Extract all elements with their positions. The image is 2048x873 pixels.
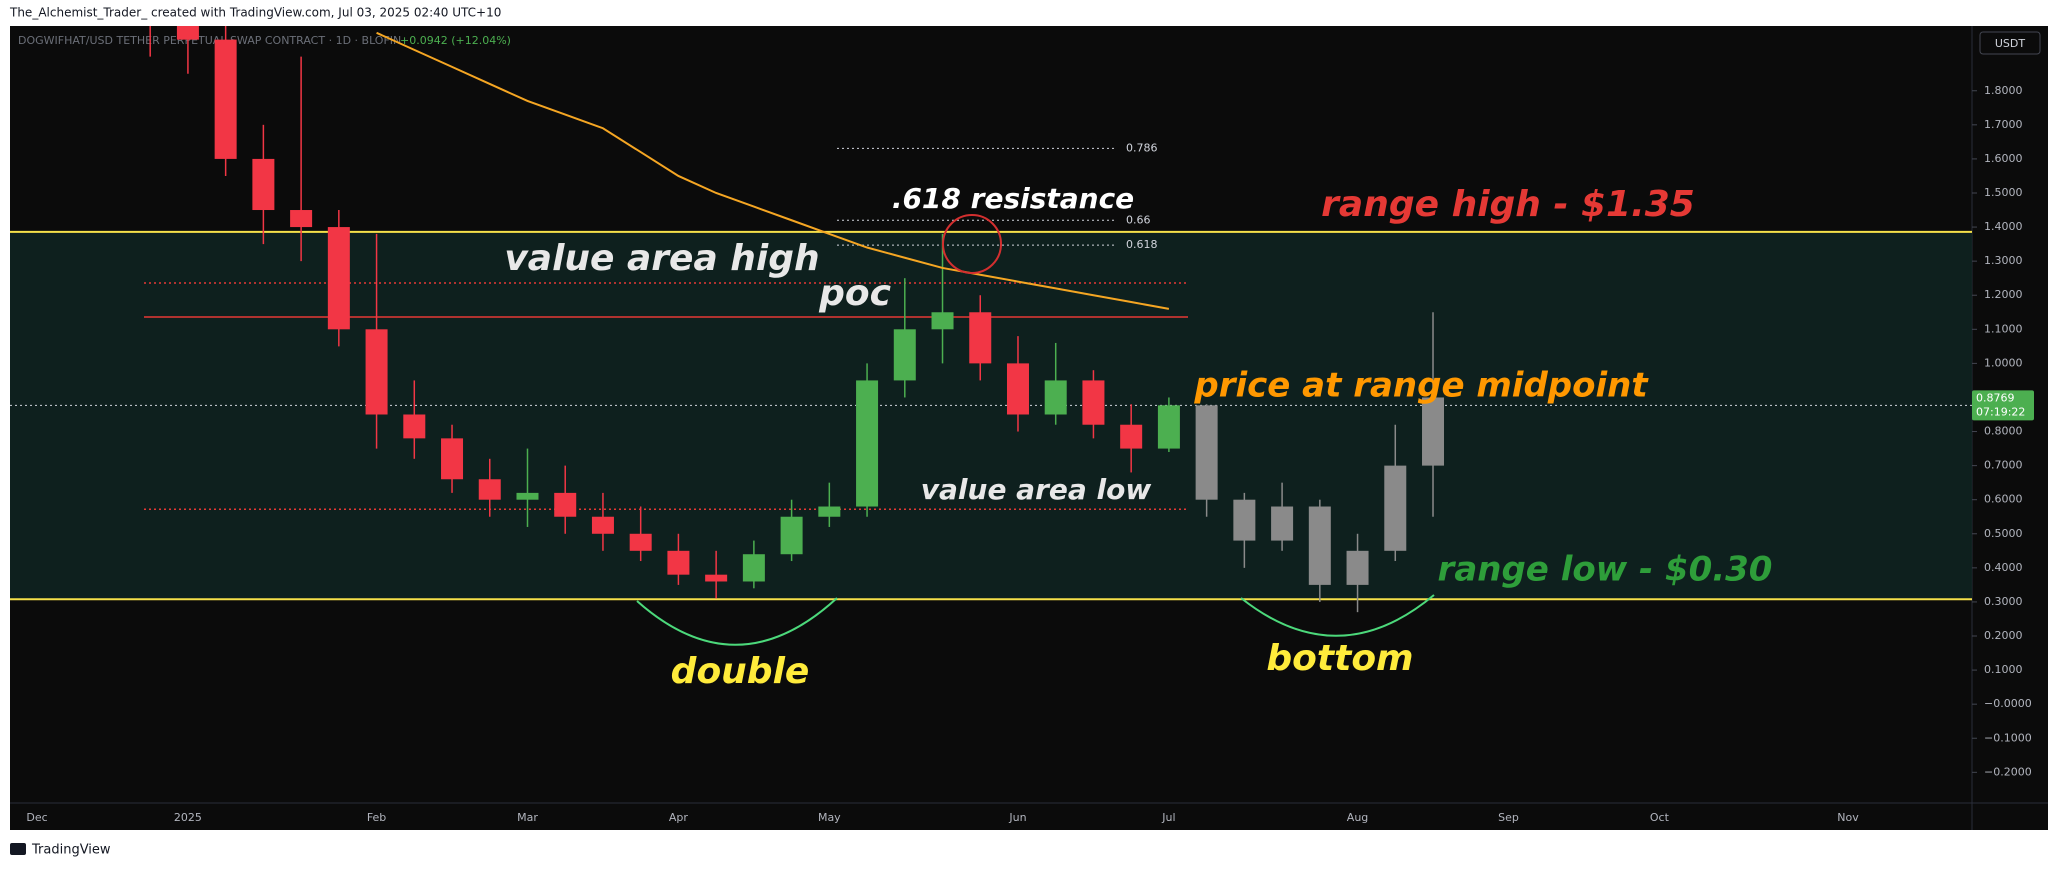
- y-tick-label: 1.1000: [1984, 322, 2023, 335]
- candle-body: [591, 516, 614, 534]
- author-line: The_Alchemist_Trader_ created with Tradi…: [9, 6, 501, 20]
- candle-body: [1308, 506, 1331, 585]
- countdown: 07:19:22: [1976, 405, 2025, 418]
- candle-body: [290, 210, 313, 228]
- double-bottom-arc: [636, 597, 838, 646]
- y-tick-label: 0.7000: [1984, 459, 2023, 472]
- candle-body: [252, 158, 275, 211]
- candle-body: [1422, 397, 1445, 466]
- fib-label: 0.618: [1126, 238, 1158, 251]
- candle-body: [742, 554, 765, 582]
- x-tick-label: May: [818, 811, 841, 824]
- y-tick-label: 1.4000: [1984, 220, 2023, 233]
- x-tick-label: 2025: [174, 811, 202, 824]
- candle-body: [1006, 363, 1029, 415]
- candle-body: [1346, 550, 1369, 585]
- candle-body: [893, 329, 916, 381]
- annotation: price at range midpoint: [1193, 366, 1649, 406]
- y-tick-label: 0.5000: [1984, 527, 2023, 540]
- price-change: +0.0942 (+12.04%): [400, 34, 511, 47]
- y-tick-label: 1.0000: [1984, 356, 2023, 369]
- y-tick-label: −0.0000: [1984, 697, 2032, 710]
- range-box: [10, 231, 1972, 600]
- currency-button[interactable]: [1979, 31, 2041, 55]
- annotation: .618 resistance: [892, 182, 1134, 215]
- candle-body: [1384, 465, 1407, 551]
- candle-body: [1233, 499, 1256, 541]
- annotation: value area high: [504, 238, 819, 279]
- x-tick-label: Dec: [26, 811, 47, 824]
- overlay: [636, 214, 1435, 646]
- annotation: bottom: [1266, 638, 1413, 679]
- candle-body: [1120, 424, 1143, 449]
- y-tick-label: 0.4000: [1984, 561, 2023, 574]
- candle-body: [1195, 405, 1218, 500]
- candle-body: [1271, 506, 1294, 541]
- annotation: poc: [818, 273, 891, 314]
- x-tick-label: Oct: [1650, 811, 1670, 824]
- candle-body: [969, 312, 992, 364]
- x-tick-label: Apr: [669, 811, 689, 824]
- candle-body: [705, 574, 728, 582]
- x-tick-label: Nov: [1837, 811, 1859, 824]
- candle-body: [441, 438, 464, 480]
- y-tick-label: −0.1000: [1984, 731, 2032, 744]
- candle-body: [818, 506, 841, 517]
- symbol-title: DOGWIFHAT/USD TETHER PERPETUAL SWAP CONT…: [18, 34, 401, 47]
- annotation: double: [671, 651, 810, 692]
- y-tick-label: 1.6000: [1984, 152, 2023, 165]
- candle-body: [516, 492, 539, 500]
- x-tick-label: Mar: [517, 811, 538, 824]
- annotation: range high - $1.35: [1321, 184, 1695, 225]
- y-tick-label: 0.3000: [1984, 595, 2023, 608]
- currency-label[interactable]: USDT: [1995, 37, 2026, 50]
- fib-label: 0.66: [1126, 213, 1151, 226]
- candle-body: [931, 312, 954, 330]
- candle-body: [1044, 380, 1067, 415]
- last-price-tag: [1972, 390, 2034, 421]
- bottom-arc: [1240, 594, 1435, 637]
- y-tick-label: 1.7000: [1984, 118, 2023, 131]
- x-tick-label: Jul: [1161, 811, 1175, 824]
- plot: [10, 26, 1972, 613]
- y-tick-label: −0.2000: [1984, 765, 2032, 778]
- y-tick-label: 1.5000: [1984, 186, 2023, 199]
- y-tick-label: 0.8000: [1984, 425, 2023, 438]
- candle-body: [856, 380, 879, 507]
- candle-body: [403, 414, 426, 439]
- candle-body: [667, 550, 690, 575]
- y-tick-label: 1.3000: [1984, 254, 2023, 267]
- moving-average: [376, 31, 1170, 310]
- candle-body: [780, 516, 803, 555]
- last-price-label: 0.8769: [1976, 391, 2015, 404]
- candle-body: [176, 26, 199, 40]
- resistance-circle: [942, 214, 1002, 274]
- x-tick-label: Jun: [1008, 811, 1026, 824]
- candle-body: [629, 533, 652, 551]
- y-tick-label: 0.2000: [1984, 629, 2023, 642]
- candle-body: [1082, 380, 1105, 425]
- candle-body: [478, 479, 501, 500]
- candle-body: [214, 39, 237, 159]
- y-tick-label: 1.2000: [1984, 288, 2023, 301]
- annotation: value area low: [921, 473, 1152, 506]
- candle-body: [554, 492, 577, 517]
- fib-label: 0.786: [1126, 141, 1158, 154]
- y-tick-label: 1.8000: [1984, 84, 2023, 97]
- y-tick-label: 0.6000: [1984, 493, 2023, 506]
- tradingview-logo[interactable]: [10, 843, 26, 855]
- candle-body: [365, 329, 388, 415]
- x-tick-label: Feb: [367, 811, 386, 824]
- annotation: range low - $0.30: [1438, 550, 1773, 590]
- x-tick-label: Aug: [1347, 811, 1368, 824]
- x-tick-label: Sep: [1498, 811, 1519, 824]
- y-tick-label: 0.1000: [1984, 663, 2023, 676]
- candle-body: [1157, 405, 1180, 449]
- footer-brand[interactable]: TradingView: [31, 843, 111, 858]
- candle-body: [327, 227, 350, 330]
